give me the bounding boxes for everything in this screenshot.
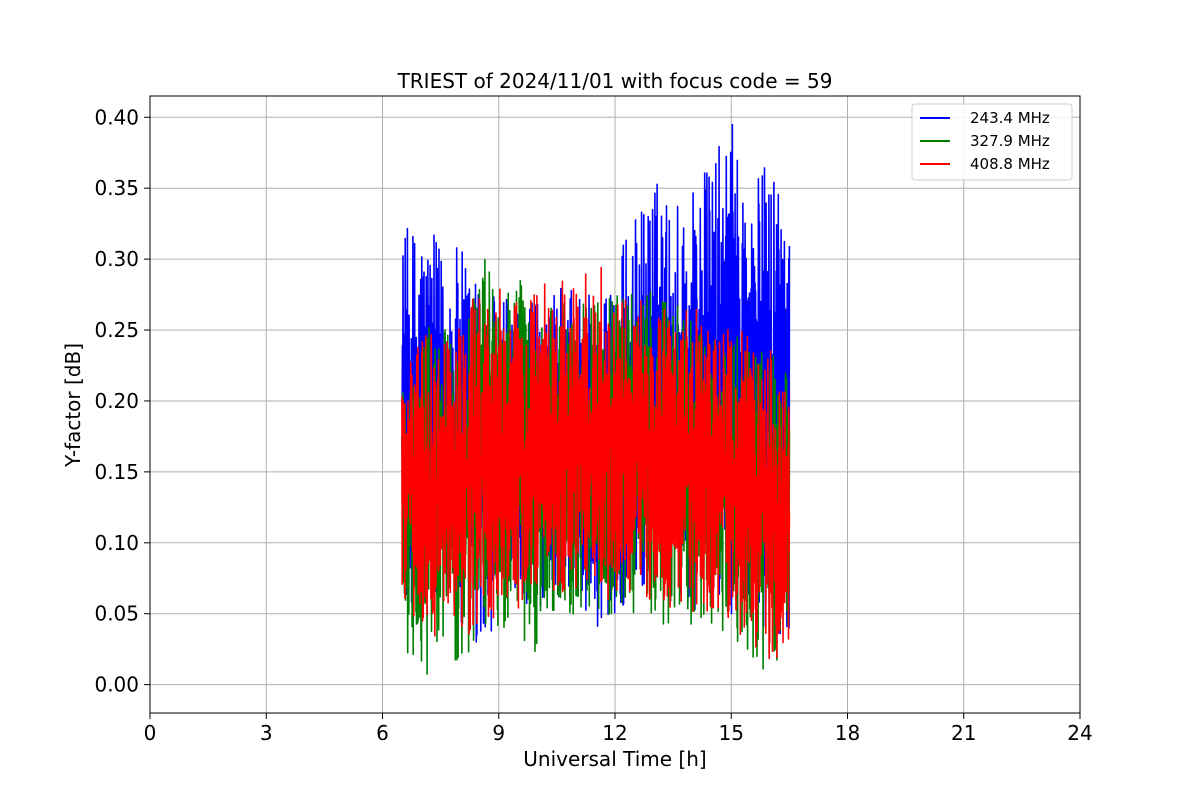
y-tick-label: 0.15 xyxy=(94,460,139,484)
x-tick-label: 9 xyxy=(492,721,505,745)
y-tick-label: 0.25 xyxy=(94,318,139,342)
y-tick-label: 0.35 xyxy=(94,176,139,200)
legend-box xyxy=(911,103,1073,181)
y-tick-label: 0.30 xyxy=(94,247,139,271)
y-tick-label: 0.40 xyxy=(94,105,139,129)
y-tick-label: 0.05 xyxy=(94,602,139,626)
y-tick-label: 0.10 xyxy=(94,531,139,555)
legend-label: 408.8 MHz xyxy=(970,155,1050,173)
x-tick-label: 21 xyxy=(951,721,976,745)
y-axis-label: Y-factor [dB] xyxy=(61,343,85,468)
series-line xyxy=(401,266,791,660)
y-tick-label: 0.20 xyxy=(94,389,139,413)
tick-layer: 0 3 6 9 12 15 18 21 24 0.00 0.05 0.10 0.15 0.20 0.25 0.… xyxy=(94,105,1092,745)
x-tick-label: 15 xyxy=(719,721,744,745)
x-tick-label: 18 xyxy=(835,721,860,745)
legend-label: 243.4 MHz xyxy=(970,109,1050,127)
y-tick-label: 0.00 xyxy=(94,673,139,697)
x-tick-label: 24 xyxy=(1067,721,1092,745)
legend: 243.4 MHz 327.9 MHz 408.8 MHz xyxy=(911,103,1073,181)
chart-title: TRIEST of 2024/11/01 with focus code = 5… xyxy=(397,69,833,93)
x-axis-label: Universal Time [h] xyxy=(523,747,706,771)
x-tick-label: 0 xyxy=(144,721,157,745)
series-layer xyxy=(401,123,791,675)
x-tick-label: 3 xyxy=(260,721,273,745)
legend-label: 327.9 MHz xyxy=(970,132,1050,150)
x-tick-label: 6 xyxy=(376,721,389,745)
x-tick-label: 12 xyxy=(602,721,627,745)
